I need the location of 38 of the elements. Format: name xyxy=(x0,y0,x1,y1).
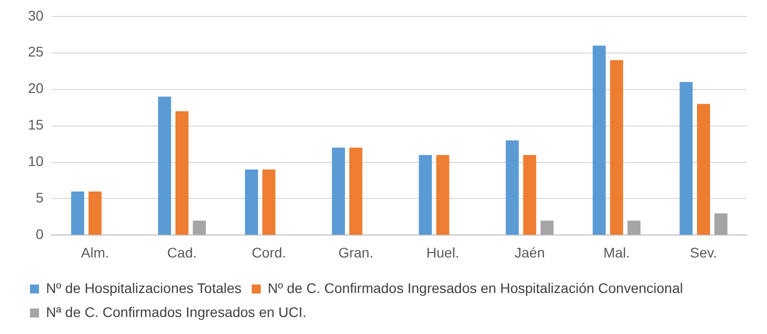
bar xyxy=(714,213,728,235)
bar xyxy=(523,154,536,235)
y-tick-label: 20 xyxy=(28,80,44,96)
x-tick-label: Cad. xyxy=(167,244,197,260)
legend-label: Nª de C. Confirmados Ingresados en UCI. xyxy=(46,304,306,320)
bar xyxy=(627,220,641,235)
bar xyxy=(332,148,345,235)
bar xyxy=(349,148,362,235)
y-tick-label: 30 xyxy=(28,7,44,24)
bar xyxy=(418,154,432,235)
legend-label: Nº de C. Confirmados Ingresados en Hospitalización Convencional xyxy=(268,280,683,296)
bar xyxy=(244,170,258,235)
y-tick-label: 10 xyxy=(28,153,44,170)
bar xyxy=(680,82,693,235)
y-tick-label: 25 xyxy=(28,44,44,60)
bar xyxy=(506,140,519,235)
y-tick-label: 15 xyxy=(28,116,44,133)
x-tick-label: Huel. xyxy=(426,244,460,260)
bar xyxy=(697,104,710,235)
bar xyxy=(592,46,606,235)
x-tick-label: Alm. xyxy=(81,244,110,260)
bar xyxy=(158,96,172,235)
bar xyxy=(175,111,188,235)
x-tick-label: Cord. xyxy=(252,244,286,260)
bar xyxy=(88,191,102,235)
bar xyxy=(262,170,276,235)
bar xyxy=(540,220,554,235)
bar xyxy=(71,191,84,235)
legend-label: Nº de Hospitalizaciones Totales xyxy=(46,280,242,296)
x-tick-label: Sev. xyxy=(690,244,718,260)
y-tick-label: 5 xyxy=(36,190,44,206)
x-tick-label: Gran. xyxy=(338,244,374,260)
y-tick-label: 0 xyxy=(36,226,44,242)
bar xyxy=(610,60,624,235)
x-tick-label: Mal. xyxy=(603,244,630,260)
x-tick-label: Jaén xyxy=(514,244,545,260)
bar xyxy=(436,154,450,235)
bar xyxy=(192,220,206,235)
